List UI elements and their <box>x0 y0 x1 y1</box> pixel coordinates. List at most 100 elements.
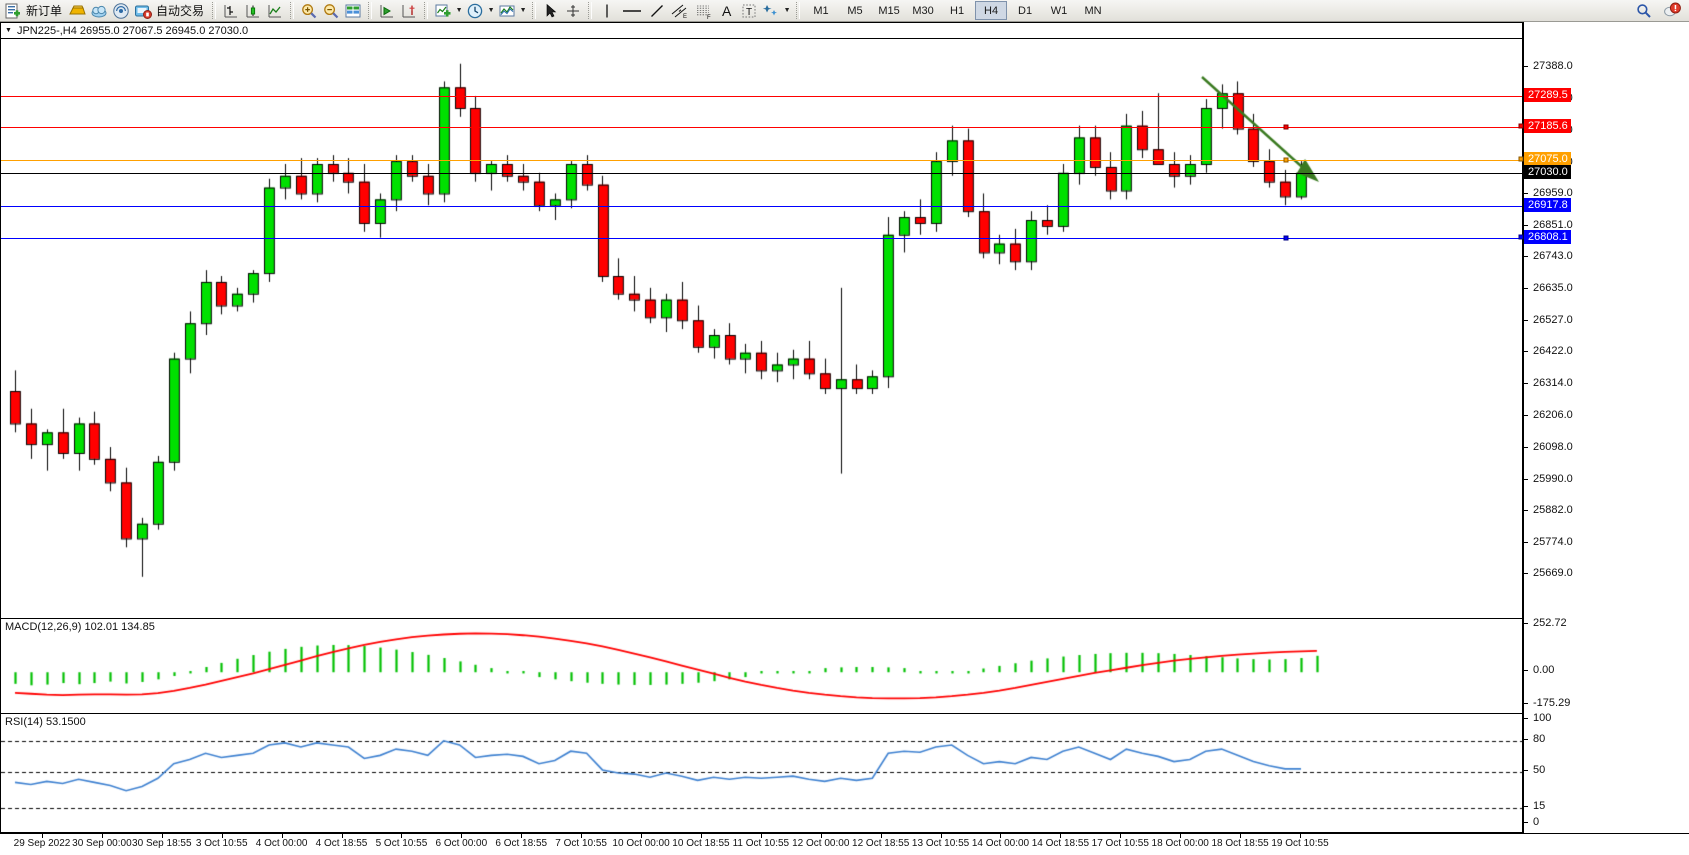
timeframe-button-d1[interactable]: D1 <box>1018 4 1033 17</box>
rsi-indicator-label: RSI(14) 53.1500 <box>5 716 86 728</box>
time-tick-label: 12 Oct 18:55 <box>852 838 910 849</box>
timeframe-button-m5[interactable]: M5 <box>847 4 863 17</box>
level-line-last-price[interactable] <box>1 172 1522 174</box>
alert-icon <box>1664 2 1681 16</box>
toolbar-separator <box>290 2 295 19</box>
macd-indicator-label: MACD(12,26,9) 102.01 134.85 <box>5 621 155 633</box>
gold-bar-button[interactable] <box>66 1 88 21</box>
time-tick <box>1240 834 1242 838</box>
timeframe-button-h1[interactable]: H1 <box>950 4 965 17</box>
signal-button[interactable] <box>110 1 132 21</box>
timeframe-button-w1[interactable]: W1 <box>1050 4 1068 17</box>
rsi-tick-label: 100 <box>1524 712 1551 724</box>
objects-dropdown-caret[interactable]: ▼ <box>783 7 791 14</box>
data-window-button[interactable] <box>342 1 364 21</box>
timeframe-button-m1[interactable]: M1 <box>813 4 829 17</box>
zoom-out-button[interactable] <box>320 1 342 21</box>
vline-button[interactable] <box>596 1 618 21</box>
timeframe-button-m30[interactable]: M30 <box>912 4 934 17</box>
chart-menu-caret-icon[interactable]: ▼ <box>5 27 12 34</box>
time-tick-label: 4 Oct 18:55 <box>315 838 368 849</box>
timeframe-button-mn[interactable]: MN <box>1084 4 1102 17</box>
level-anchor-handle[interactable] <box>1283 235 1289 241</box>
scale-anchor-handle[interactable] <box>1518 234 1524 240</box>
time-scale[interactable]: 29 Sep 2022 30 Sep 00:00 30 Sep 18:55 3 Oct… <box>0 833 1689 855</box>
macd-pane[interactable]: MACD(12,26,9) 102.01 134.85 <box>1 618 1522 711</box>
rsi-tick-label: 15 <box>1524 800 1545 812</box>
timeframe-button-h4[interactable]: H4 <box>975 1 1008 20</box>
timeframe-button-m15[interactable]: M15 <box>878 4 900 17</box>
price-scale[interactable]: 27289.5 27185.6 27075.0 27030.0 26917.8 26808… <box>1518 22 1689 833</box>
cursor-button[interactable] <box>540 1 562 21</box>
price-candles-canvas <box>1 39 1522 616</box>
scale-anchor-handle[interactable] <box>1518 156 1524 162</box>
rsi-tick-label: 50 <box>1524 764 1545 776</box>
templates-icon <box>499 5 515 16</box>
svg-text:F: F <box>707 15 711 20</box>
crosshair-icon <box>567 4 580 17</box>
shift-end-button[interactable] <box>398 1 420 21</box>
line-chart-button[interactable] <box>264 1 286 21</box>
time-tick <box>1000 834 1002 838</box>
price-tick-label: 26206.0 <box>1524 409 1573 421</box>
period-button[interactable] <box>464 1 486 21</box>
time-tick <box>760 834 762 838</box>
level-line-resistance[interactable] <box>1 96 1522 98</box>
equidistant-button[interactable]: E <box>668 1 692 21</box>
level-line-pivot[interactable] <box>1 159 1522 161</box>
fibo-button[interactable]: F <box>692 1 716 21</box>
candle-chart-button[interactable] <box>242 1 264 21</box>
time-tick-label: 6 Oct 00:00 <box>435 838 488 849</box>
alert-button[interactable] <box>1661 1 1683 21</box>
time-tick <box>820 834 822 838</box>
price-tick-label: 26422.0 <box>1524 345 1573 357</box>
time-tick <box>42 834 43 838</box>
templates-button[interactable] <box>496 1 518 21</box>
level-line-support[interactable] <box>1 205 1522 207</box>
objects-button[interactable] <box>760 1 782 21</box>
price-tag-support: 26808.1 <box>1524 230 1571 245</box>
toolbar-separator <box>212 2 217 19</box>
text-button[interactable]: A <box>716 1 738 21</box>
search-button[interactable] <box>1633 1 1655 21</box>
indicators-button[interactable] <box>432 1 454 21</box>
time-tick-label: 6 Oct 18:55 <box>495 838 548 849</box>
text-label-button[interactable]: T <box>738 1 760 21</box>
level-anchor-handle[interactable] <box>1283 124 1289 130</box>
scale-anchor-handle[interactable] <box>1518 123 1524 129</box>
candlestick-chart-icon <box>246 4 260 17</box>
time-tick <box>1060 834 1062 838</box>
level-anchor-handle[interactable] <box>1283 157 1289 163</box>
crosshair-button[interactable] <box>562 1 584 21</box>
trendline-button[interactable] <box>646 1 668 21</box>
rsi-pane[interactable]: RSI(14) 53.1500 <box>1 713 1522 832</box>
indicators-dropdown-caret[interactable]: ▼ <box>455 7 463 14</box>
price-pane[interactable] <box>1 39 1522 616</box>
rsi-tick-label: 80 <box>1524 733 1545 745</box>
new-order-button[interactable]: 新订单 <box>2 1 66 21</box>
level-line-resistance[interactable] <box>1 126 1522 128</box>
time-tick-label: 13 Oct 10:55 <box>911 838 970 849</box>
time-tick <box>281 834 283 838</box>
time-tick-label: 30 Sep 00:00 <box>72 838 132 849</box>
zoom-in-button[interactable] <box>298 1 320 21</box>
hline-button[interactable] <box>618 1 646 21</box>
line-chart-icon <box>268 4 282 17</box>
time-tick <box>700 834 702 838</box>
bar-chart-button[interactable] <box>220 1 242 21</box>
cloud-button[interactable] <box>88 1 110 21</box>
shift-start-button[interactable] <box>376 1 398 21</box>
price-tick-label: 26635.0 <box>1524 282 1573 294</box>
time-tick <box>341 834 343 838</box>
level-line-support[interactable] <box>1 238 1522 240</box>
time-tick-label: 10 Oct 00:00 <box>612 838 670 849</box>
period-dropdown-caret[interactable]: ▼ <box>487 7 495 14</box>
macd-tick-label: 252.72 <box>1524 617 1567 629</box>
time-tick-label: 11 Oct 10:55 <box>732 838 790 849</box>
chart-canvas-area[interactable]: ▼ JPN225-,H4 26955.0 27067.5 26945.0 270… <box>0 22 1523 833</box>
price-tick-label: 25990.0 <box>1524 473 1573 485</box>
templates-dropdown-caret[interactable]: ▼ <box>519 7 527 14</box>
time-tick <box>1300 834 1301 838</box>
auto-trading-button[interactable]: 自动交易 <box>132 1 208 21</box>
rsi-canvas <box>1 714 1522 832</box>
